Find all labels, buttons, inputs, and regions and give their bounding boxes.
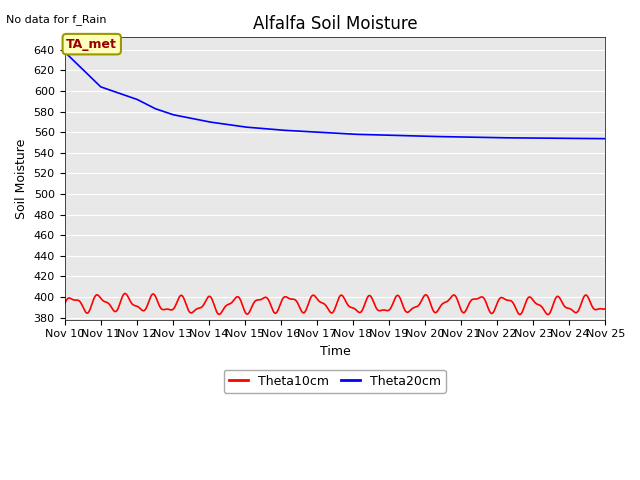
X-axis label: Time: Time	[319, 345, 350, 358]
Y-axis label: Soil Moisture: Soil Moisture	[15, 138, 28, 219]
Title: Alfalfa Soil Moisture: Alfalfa Soil Moisture	[253, 15, 417, 33]
Legend: Theta10cm, Theta20cm: Theta10cm, Theta20cm	[224, 370, 446, 393]
Text: No data for f_Rain: No data for f_Rain	[6, 14, 107, 25]
Text: TA_met: TA_met	[67, 37, 117, 51]
